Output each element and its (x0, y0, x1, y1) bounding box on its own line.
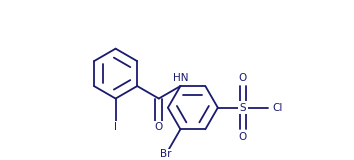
Text: S: S (239, 103, 246, 113)
Text: Br: Br (160, 149, 172, 159)
Text: O: O (239, 73, 247, 83)
Text: Cl: Cl (273, 103, 283, 113)
Text: I: I (114, 122, 117, 132)
Text: O: O (155, 122, 163, 132)
Text: HN: HN (173, 73, 188, 83)
Text: O: O (239, 132, 247, 142)
